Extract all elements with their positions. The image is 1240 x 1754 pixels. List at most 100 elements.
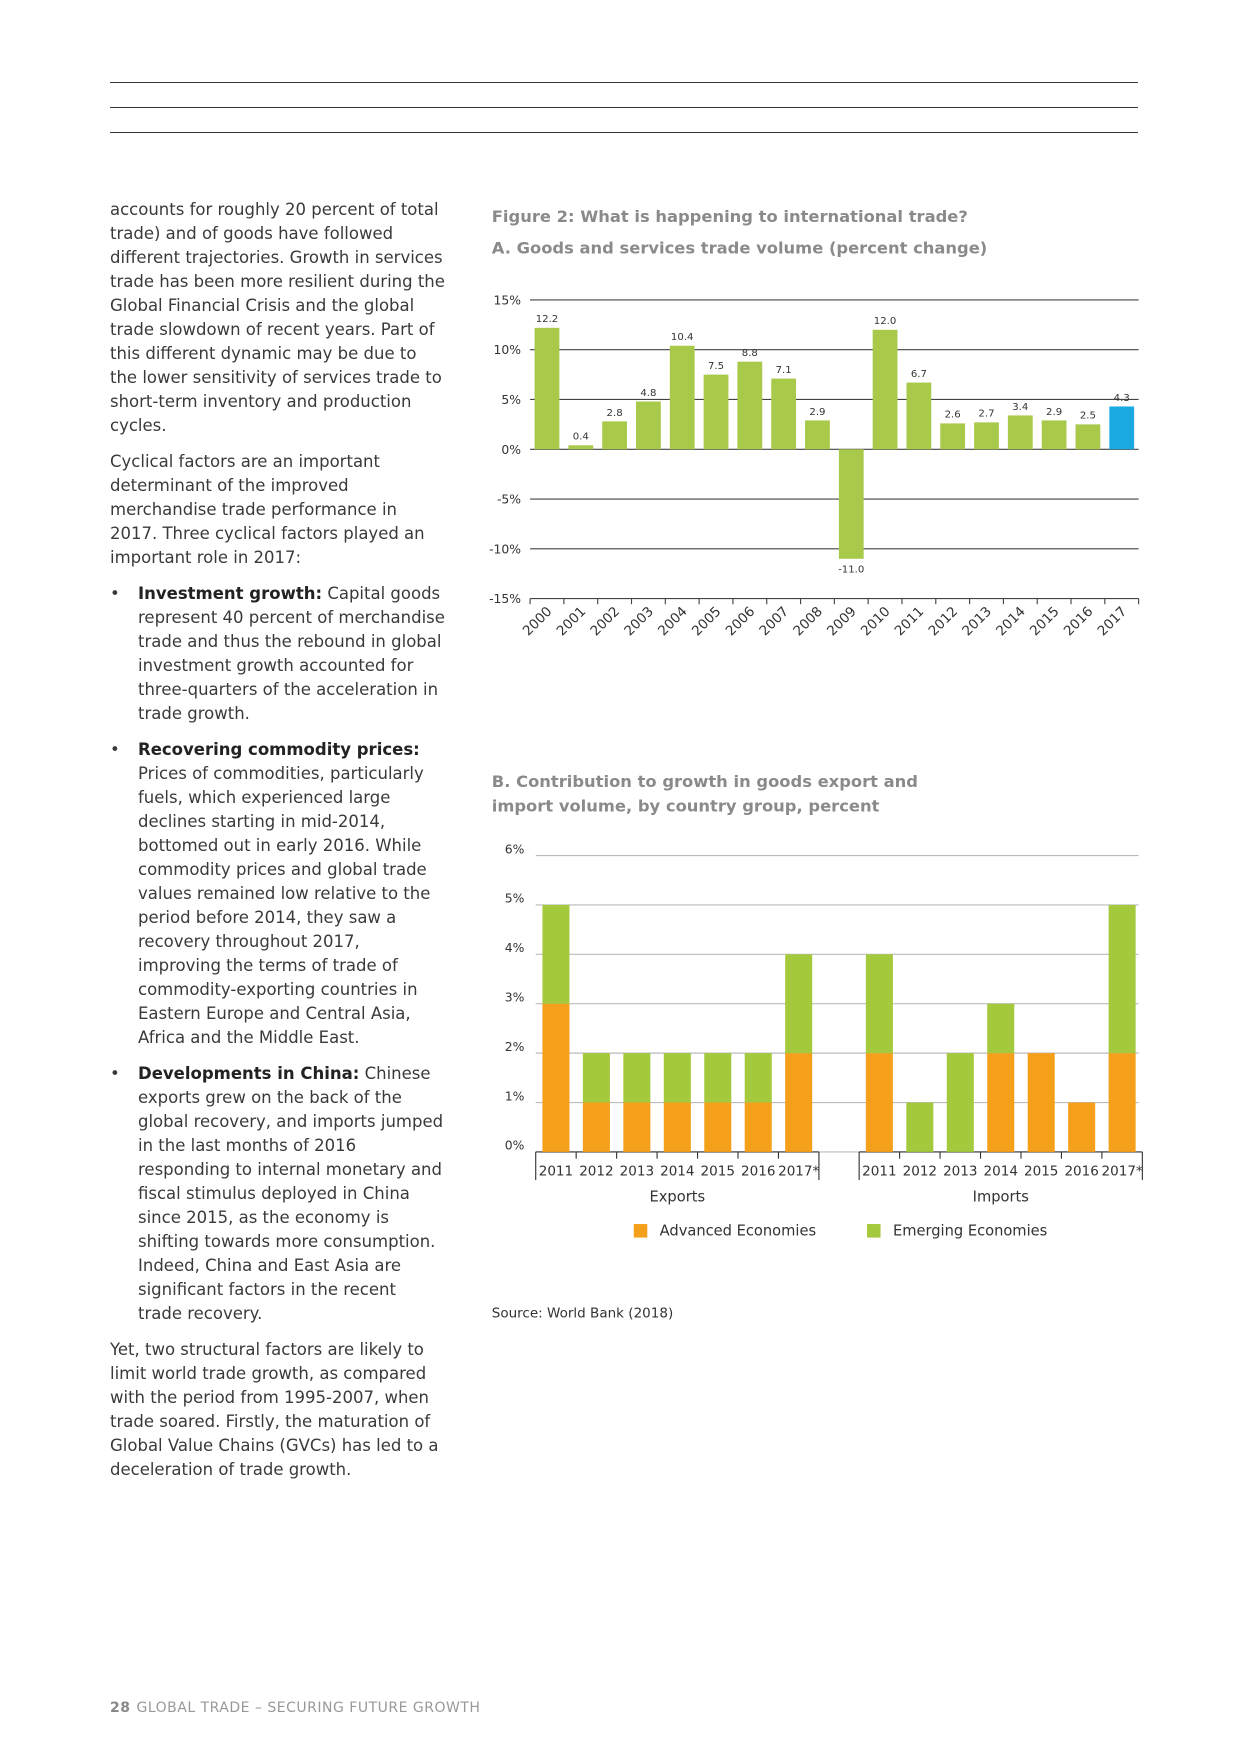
value-label: 10.4 xyxy=(671,332,694,343)
bar xyxy=(838,449,864,559)
legend-label: Advanced Economies xyxy=(660,1222,816,1239)
legend-swatch xyxy=(633,1224,648,1238)
paragraph: accounts for roughly 20 percent of total… xyxy=(110,200,445,435)
x-tick-label: 2013 xyxy=(620,1164,654,1180)
y-tick-label: -10% xyxy=(489,541,521,556)
y-tick-label: 10% xyxy=(494,342,522,357)
y-tick-label: 0% xyxy=(505,1138,525,1153)
header-rule xyxy=(110,132,1138,133)
x-tick-label: 2017* xyxy=(778,1164,819,1180)
y-tick-label: 5% xyxy=(501,392,521,407)
text-column: accounts for roughly 20 percent of total… xyxy=(110,198,445,1494)
bar xyxy=(1075,424,1101,450)
x-tick-label: 2004 xyxy=(655,604,691,640)
bullet: Investment growth: Capital goods represe… xyxy=(110,582,445,726)
bar-segment xyxy=(865,1053,893,1152)
value-label: 2.9 xyxy=(1046,407,1062,418)
x-tick-label: 2012 xyxy=(926,604,962,640)
bar xyxy=(737,361,763,450)
bar-segment xyxy=(744,1102,772,1152)
bar xyxy=(940,423,966,450)
y-tick-label: 5% xyxy=(505,891,525,906)
x-tick-label: 2000 xyxy=(520,604,556,640)
value-label: 4.8 xyxy=(640,388,656,399)
bar xyxy=(669,345,695,450)
y-tick-label: 4% xyxy=(505,940,525,955)
y-tick-label: 1% xyxy=(505,1088,525,1103)
bar-segment xyxy=(865,954,893,1054)
y-tick-label: -15% xyxy=(489,591,521,606)
x-tick-label: 2005 xyxy=(689,604,725,640)
y-tick-label: 15% xyxy=(494,292,522,307)
figure: Figure 2: What is happening to internati… xyxy=(489,207,1143,1322)
bar xyxy=(1041,420,1067,450)
x-tick-label: 2010 xyxy=(858,604,894,640)
y-tick-label: 0% xyxy=(501,442,521,457)
value-label: 6.7 xyxy=(911,369,927,380)
bullet: Recovering commodity prices: Prices of c… xyxy=(110,738,445,1050)
source: Source: World Bank (2018) xyxy=(492,1306,673,1322)
x-tick-label: 2015 xyxy=(1024,1164,1058,1180)
value-label: 4.3 xyxy=(1114,393,1130,404)
value-label: 7.5 xyxy=(708,361,724,372)
legend-label: Emerging Economies xyxy=(893,1222,1047,1239)
value-label: 2.9 xyxy=(809,407,825,418)
y-tick-label: -5% xyxy=(497,492,521,507)
x-tick-label: 2009 xyxy=(824,604,860,640)
paragraph: Cyclical factors are an important determ… xyxy=(110,452,425,567)
header-rule xyxy=(110,107,1138,108)
bar xyxy=(602,421,627,450)
bar-segment xyxy=(785,954,813,1054)
group-label: Exports xyxy=(650,1189,706,1206)
x-tick-label: 2014 xyxy=(984,1164,1018,1180)
bar-segment xyxy=(1068,1102,1096,1152)
x-tick-label: 2012 xyxy=(903,1164,937,1180)
bar xyxy=(1109,406,1135,450)
bar-segment xyxy=(785,1053,813,1152)
value-label: 2.7 xyxy=(978,409,994,420)
bar xyxy=(906,382,932,450)
bar xyxy=(636,401,661,450)
x-tick-label: 2003 xyxy=(621,604,657,640)
bullet-text: Chinese exports grew on the back of the … xyxy=(138,1064,444,1323)
bullet-text: Prices of commodities, particularly fuel… xyxy=(138,764,431,1047)
value-label: 2.6 xyxy=(945,410,961,421)
paragraph: Yet, two structural factors are likely t… xyxy=(110,1340,439,1479)
bar-segment xyxy=(1027,1053,1055,1152)
bar-segment xyxy=(1108,904,1136,1054)
value-label: 3.4 xyxy=(1012,402,1028,413)
value-label: -11.0 xyxy=(838,564,864,575)
figure-title: Figure 2: What is happening to internati… xyxy=(492,207,968,226)
chart-title: import volume, by country group, percent xyxy=(492,797,880,816)
bar xyxy=(703,374,729,450)
footer: 28 GLOBAL TRADE – SECURING FUTURE GROWTH xyxy=(110,1700,480,1716)
bar-segment xyxy=(744,1053,772,1103)
bar-segment xyxy=(582,1102,610,1152)
y-tick-label: 3% xyxy=(505,989,525,1004)
x-tick-label: 2015 xyxy=(701,1164,735,1180)
x-tick-label: 2013 xyxy=(943,1164,977,1180)
bar-segment xyxy=(987,1053,1015,1152)
bar xyxy=(872,329,898,450)
x-tick-label: 2017 xyxy=(1095,604,1131,640)
bar xyxy=(805,420,830,450)
bullet-list: Investment growth: Capital goods represe… xyxy=(110,582,445,1326)
y-tick-label: 6% xyxy=(505,841,525,856)
bar-segment xyxy=(623,1053,651,1103)
bar-segment xyxy=(987,1003,1015,1054)
x-tick-label: 2011 xyxy=(862,1164,896,1180)
bar-segment xyxy=(704,1053,732,1103)
value-label: 12.0 xyxy=(874,316,897,327)
bar-segment xyxy=(542,1003,570,1152)
chart-title: A. Goods and services trade volume (perc… xyxy=(492,239,988,258)
x-tick-label: 2008 xyxy=(790,604,826,640)
x-tick-label: 2006 xyxy=(723,604,759,640)
bullet-lead: Recovering commodity prices: xyxy=(138,740,420,759)
x-tick-label: 2016 xyxy=(1064,1164,1098,1180)
bar xyxy=(974,422,999,450)
legend-swatch xyxy=(867,1224,881,1238)
bar xyxy=(568,445,594,450)
bar xyxy=(771,378,797,450)
x-tick-label: 2013 xyxy=(959,604,995,640)
value-label: 2.5 xyxy=(1080,411,1096,422)
